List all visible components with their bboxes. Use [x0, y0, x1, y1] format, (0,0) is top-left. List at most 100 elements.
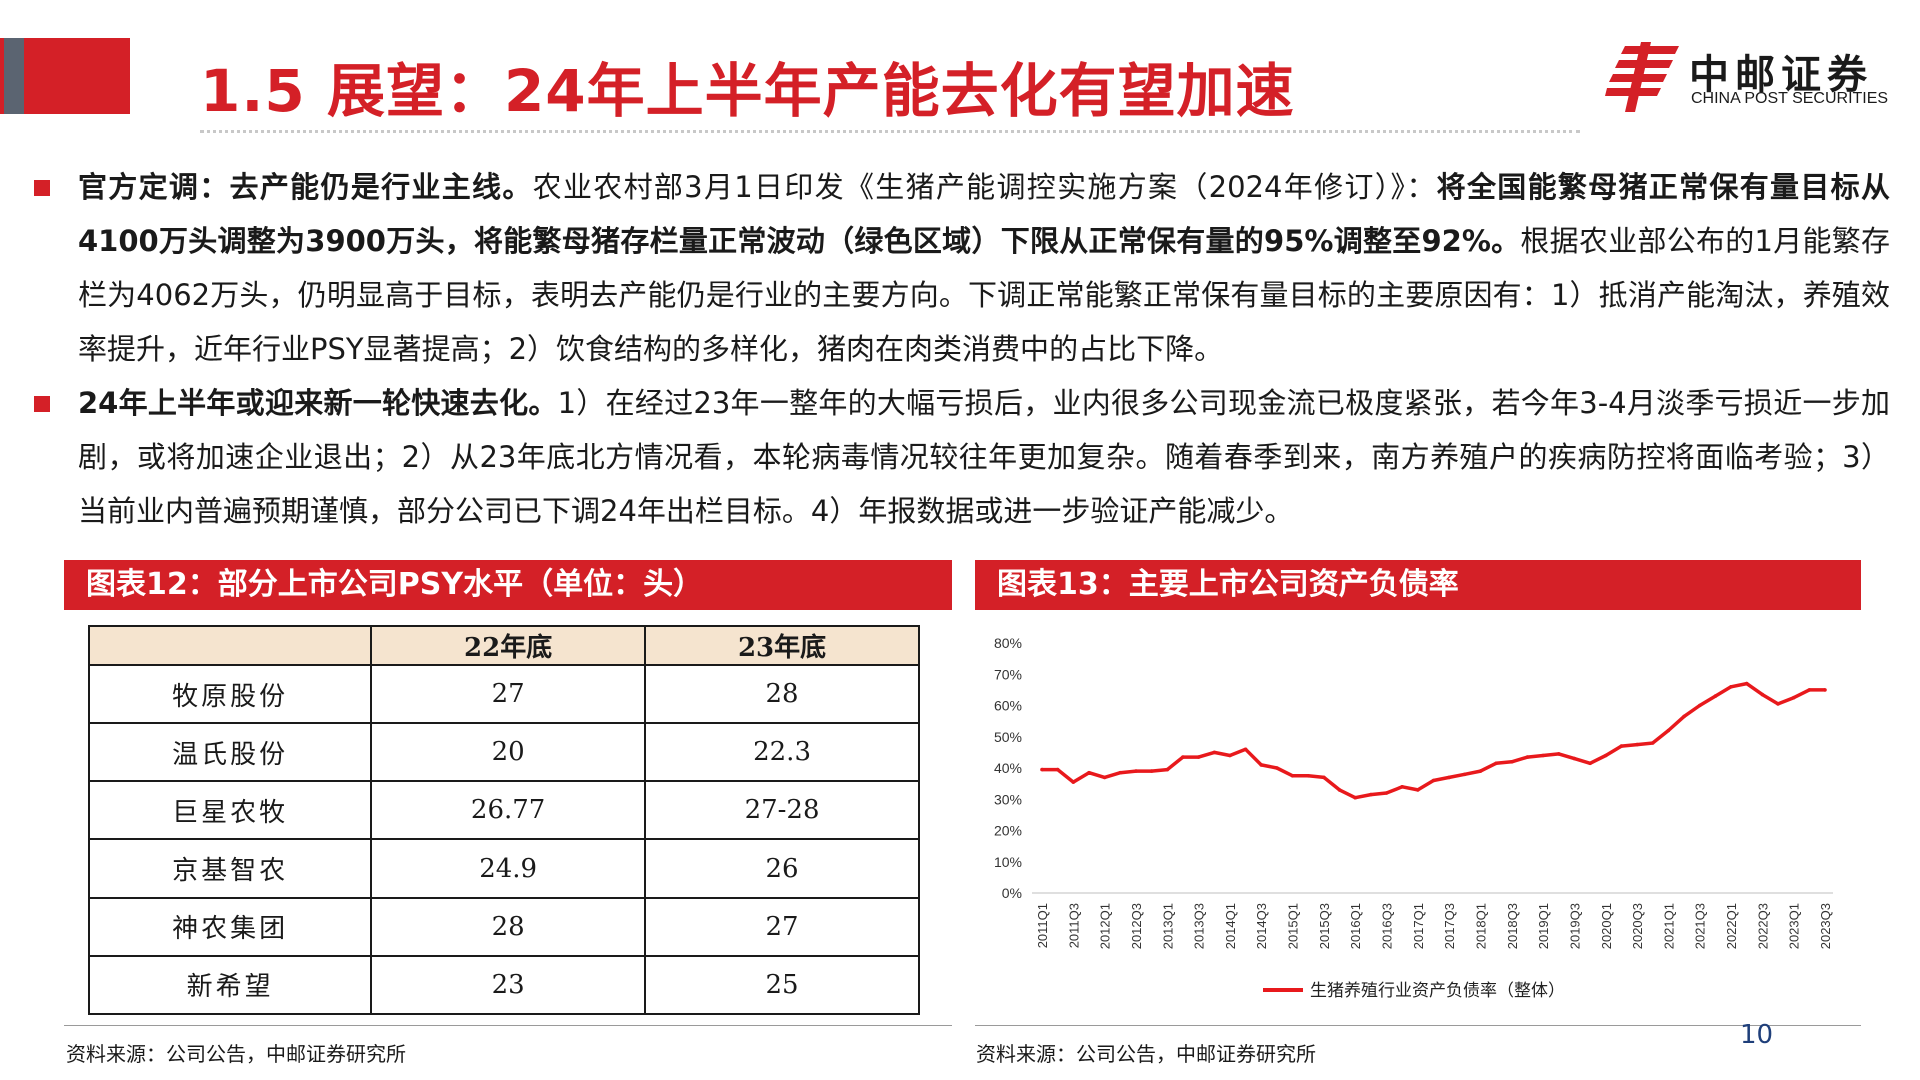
x-tick-label: 2019Q3 [1567, 903, 1582, 949]
data-point [1384, 791, 1389, 795]
y-tick-label: 0% [1002, 885, 1022, 901]
psy-2023-cell: 28 [644, 663, 920, 725]
paragraph-highlight: 将全国能繁母猪正常保有量目标从4100万头调整为3900万头，将能繁母猪存栏量正… [78, 170, 1890, 258]
debt-ratio-chart: 0% 10% 20% 30% 40% 50% 60% 70% 80% 2011Q1 2011Q3 20… [980, 625, 1860, 1025]
brand-gray-strip [4, 38, 24, 114]
table-section-title: 图表12：部分上市公司PSY水平（单位：头） [64, 560, 952, 610]
data-point [1290, 774, 1295, 778]
data-point [1040, 767, 1044, 772]
data-point [1807, 688, 1812, 692]
x-tick-label: 2011Q1 [1035, 903, 1050, 948]
x-tick-label: 2018Q3 [1505, 903, 1520, 949]
x-tick-label: 2013Q1 [1160, 903, 1175, 949]
data-point [1557, 752, 1561, 756]
data-point [1541, 753, 1545, 758]
table-row: 牧原股份 27 28 [87, 663, 920, 725]
legend-label: 生猪养殖行业资产负债率（整体） [1310, 981, 1565, 1000]
paragraph-official-policy: 官方定调：去产能仍是行业主线。农业农村部3月1日印发《生猪产能调控实施方案（20… [30, 160, 1890, 376]
logo-chinese-name: 中邮证券 [1689, 52, 1873, 98]
paragraph-text: 农业农村部3月1日印发《生猪产能调控实施方案（2024年修订）》： [532, 170, 1437, 204]
company-name-cell: 巨星农牧 [87, 780, 373, 841]
data-point [1400, 785, 1404, 789]
y-tick-label: 60% [994, 698, 1022, 714]
data-point [1243, 747, 1248, 752]
x-tick-label: 2023Q3 [1818, 903, 1833, 949]
company-name-cell: 京基智农 [87, 838, 373, 899]
company-name-cell: 温氏股份 [87, 722, 373, 783]
data-point [1604, 753, 1608, 758]
source-divider-right [975, 1025, 1861, 1026]
y-tick-label: 70% [994, 666, 1022, 682]
x-tick-label: 2012Q3 [1129, 903, 1144, 949]
data-point [1823, 688, 1827, 692]
data-point [1682, 714, 1686, 719]
table-header-cell [87, 625, 373, 666]
psy-2023-cell: 27 [644, 896, 920, 957]
paragraph-text: 1）在经过23年一整年的大幅亏损后，业内很多公司现金流已极度紧张，若今年3-4月… [78, 386, 1890, 528]
table-source-note: 资料来源：公司公告，中邮证券研究所 [66, 1042, 406, 1066]
data-point [1713, 694, 1718, 698]
psy-2023-cell: 25 [644, 954, 920, 1016]
data-point [1055, 767, 1060, 772]
brand-color-block [0, 38, 130, 114]
paragraph-lead: 官方定调：去产能仍是行业主线。 [78, 170, 533, 204]
table-row: 神农集团 28 27 [87, 896, 920, 957]
data-point [1572, 756, 1577, 761]
data-point [1181, 755, 1185, 759]
data-point [1650, 741, 1655, 745]
data-point [1525, 755, 1530, 759]
y-tick-label: 20% [994, 823, 1022, 839]
data-point [1494, 761, 1498, 766]
x-tick-label: 2020Q1 [1599, 903, 1614, 949]
data-point [1760, 692, 1765, 697]
body-text: 官方定调：去产能仍是行业主线。农业农村部3月1日印发《生猪产能调控实施方案（20… [30, 160, 1890, 538]
data-point [1165, 767, 1170, 772]
data-point [1369, 792, 1373, 797]
table-header-cell: 23年底 [644, 625, 920, 666]
data-point [1510, 760, 1514, 764]
china-post-logo-icon [1605, 42, 1679, 112]
table-header-row: 22年底 23年底 [87, 625, 920, 666]
data-point [1353, 795, 1357, 800]
psy-2023-cell: 22.3 [644, 722, 920, 783]
data-point [1744, 681, 1749, 686]
y-tick-label: 30% [994, 791, 1022, 807]
data-point [1619, 744, 1624, 748]
x-tick-label: 2011Q3 [1066, 903, 1081, 948]
x-tick-label: 2021Q3 [1693, 903, 1708, 949]
data-point [1635, 742, 1639, 747]
company-name-cell: 牧原股份 [87, 663, 373, 725]
company-logo: 中邮证券 CHINA POST SECURITIES [1605, 42, 1905, 112]
chart-section-title: 图表13：主要上市公司资产负债率 [975, 560, 1861, 610]
data-point [1337, 788, 1342, 792]
data-point [1776, 702, 1780, 706]
x-tick-label: 2015Q3 [1317, 903, 1332, 949]
data-point [1416, 788, 1420, 792]
bullet-square-icon [34, 396, 50, 412]
psy-2022-cell: 24.9 [370, 838, 647, 899]
data-point [1697, 703, 1702, 708]
data-point [1431, 778, 1436, 783]
x-tick-label: 2014Q3 [1254, 903, 1269, 949]
page-title: 1.5 展望：24年上半年产能去化有望加速 [200, 57, 1295, 125]
data-point [1275, 766, 1279, 770]
company-name-cell: 新希望 [87, 954, 373, 1016]
psy-2022-cell: 28 [370, 896, 647, 957]
data-point [1729, 685, 1733, 689]
data-point [1588, 761, 1592, 766]
data-point [1102, 775, 1107, 780]
x-tick-label: 2018Q1 [1473, 903, 1488, 949]
table-header-cell: 22年底 [370, 625, 647, 666]
data-point [1791, 695, 1796, 700]
data-point [1228, 753, 1232, 758]
data-point [1666, 728, 1671, 733]
page-number: 10 [1740, 1020, 1774, 1050]
data-point [1149, 769, 1154, 773]
data-point [1306, 774, 1310, 778]
psy-2022-cell: 20 [370, 722, 647, 783]
data-point [1087, 770, 1091, 775]
x-tick-label: 2015Q1 [1286, 903, 1301, 949]
x-tick-label: 2022Q3 [1755, 903, 1770, 949]
x-tick-label: 2023Q1 [1787, 903, 1802, 949]
data-point [1071, 780, 1076, 784]
